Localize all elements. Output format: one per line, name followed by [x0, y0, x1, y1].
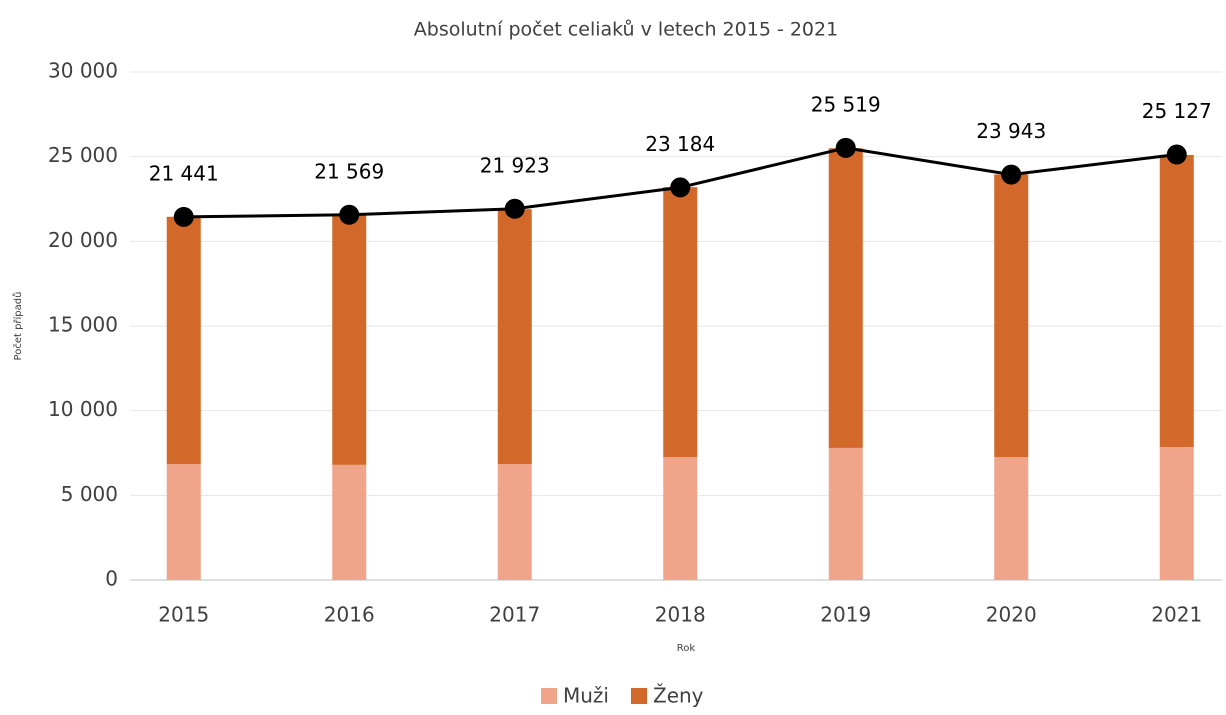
bar-segment: [663, 457, 698, 580]
bar-segment: [828, 447, 863, 580]
data-label: 21 569: [314, 159, 384, 183]
line-point: [670, 177, 691, 198]
bar-segment: [497, 464, 532, 580]
data-label: 23 943: [976, 119, 1046, 143]
bar-segment: [994, 457, 1029, 580]
y-tick-label: 30 000: [48, 59, 118, 83]
legend-swatch: [631, 688, 647, 704]
line-point: [1166, 144, 1187, 165]
bar-segment: [828, 148, 863, 448]
y-tick-label: 20 000: [48, 228, 118, 252]
line-point: [339, 204, 360, 225]
data-label: 23 184: [645, 132, 715, 156]
line-point: [504, 198, 525, 219]
y-tick-label: 5 000: [61, 482, 118, 506]
x-tick-label: 2021: [1151, 603, 1202, 627]
x-axis-title: Rok: [677, 643, 696, 654]
y-axis-title: Počet případů: [12, 292, 24, 361]
y-tick-label: 25 000: [48, 143, 118, 167]
data-label: 21 923: [480, 153, 550, 177]
line-point: [1001, 164, 1022, 185]
line-point: [835, 137, 856, 158]
legend-label: Muži: [563, 684, 609, 708]
bar-segment: [663, 187, 698, 458]
legend-label: Ženy: [653, 684, 704, 708]
y-tick-label: 10 000: [48, 397, 118, 421]
bar-segment: [1159, 447, 1194, 580]
x-tick-label: 2019: [820, 603, 871, 627]
data-label: 21 441: [149, 161, 219, 185]
data-label: 25 519: [811, 92, 881, 116]
bar-segment: [497, 209, 532, 465]
bar-segment: [166, 216, 201, 465]
legend-swatch: [541, 688, 557, 704]
x-tick-label: 2016: [324, 603, 375, 627]
bar-segment: [166, 464, 201, 580]
line-point: [173, 206, 194, 227]
data-label: 25 127: [1142, 99, 1212, 123]
bar-segment: [1159, 154, 1194, 448]
x-tick-label: 2020: [986, 603, 1037, 627]
y-tick-label: 0: [105, 567, 118, 591]
bar-segment: [994, 174, 1029, 458]
bar-segment: [332, 215, 367, 465]
x-tick-label: 2017: [489, 603, 540, 627]
chart-title: Absolutní počet celiaků v letech 2015 - …: [414, 19, 838, 41]
bar-segment: [332, 464, 367, 580]
x-tick-label: 2018: [655, 603, 706, 627]
x-tick-label: 2015: [158, 603, 209, 627]
y-tick-label: 15 000: [48, 313, 118, 337]
